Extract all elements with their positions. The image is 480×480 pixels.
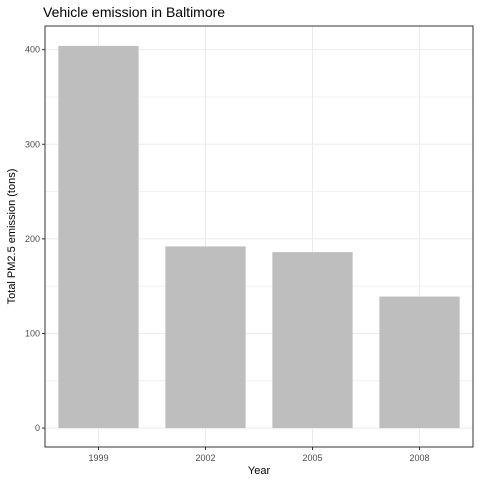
bar-1999	[58, 45, 139, 429]
x-tick-label: 1999	[88, 453, 108, 463]
x-axis: 1999 2002 2005 2008	[88, 447, 430, 463]
y-tick-label: 0	[35, 423, 40, 433]
bars	[58, 45, 460, 429]
x-tick-label: 2008	[409, 453, 429, 463]
y-tick-label: 200	[25, 234, 40, 244]
y-tick-label: 300	[25, 139, 40, 149]
y-axis-title: Total PM2.5 emission (tons)	[6, 169, 18, 305]
x-tick-label: 2002	[195, 453, 215, 463]
panel-border	[44, 25, 474, 448]
y-tick-label: 400	[25, 45, 40, 55]
bar-2005	[272, 252, 353, 429]
y-tick-label: 100	[25, 328, 40, 338]
bar-2002	[165, 246, 246, 429]
chart-title: Vehicle emission in Baltimore	[43, 4, 226, 20]
x-axis-title: Year	[248, 465, 271, 477]
x-tick-label: 2005	[302, 453, 322, 463]
y-axis: 0 100 200 300 400	[25, 45, 45, 433]
bar-2008	[379, 296, 460, 429]
